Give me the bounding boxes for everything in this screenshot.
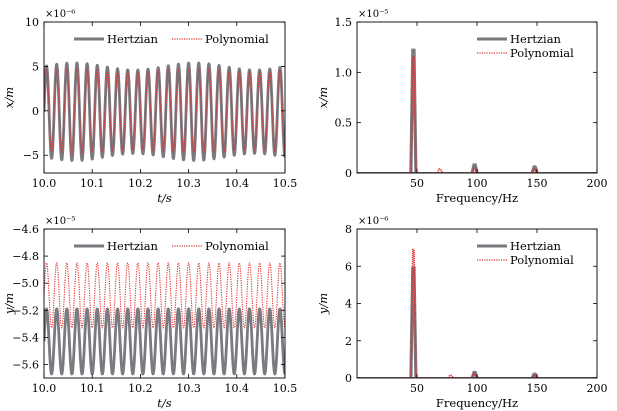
legend-label-1: Hertzian	[510, 32, 562, 46]
series-line-2	[44, 262, 285, 329]
plot-area	[357, 248, 597, 378]
y-axis-label: x/m	[316, 87, 330, 108]
axis-exponent: ×10⁻⁶	[45, 9, 75, 20]
y-tick-label: 5	[32, 60, 39, 73]
series-line-1	[44, 307, 285, 376]
series-peak-2-2	[447, 374, 454, 378]
chart-panel-4: 50 100 150 200 0 2 4 6 8 ×10⁻⁶ Frequency/Hz y/m Hert…	[316, 216, 608, 410]
axes-frame	[43, 228, 286, 379]
x-tick-label: 200	[587, 382, 608, 395]
series-peak-2-2	[436, 168, 444, 173]
x-tick-label: 10.3	[176, 177, 201, 190]
x-tick-label: 50	[410, 382, 424, 395]
y-tick-label: 0	[345, 372, 352, 385]
chart-panel-1: 10.0 10.1 10.2 10.3 10.4 10.5 −5 0 5 10 ×10⁻⁶ t/s x/…	[2, 9, 297, 205]
y-tick-label: 2	[345, 335, 352, 348]
legend-label-1: Hertzian	[107, 32, 159, 46]
axes-frame	[356, 228, 598, 379]
legend-label-2: Polynomial	[510, 253, 574, 267]
series-peak-2-4	[531, 374, 538, 378]
series-peak-1-1	[409, 48, 418, 173]
x-axis-label: Frequency/Hz	[436, 396, 518, 410]
y-tick-label: 0	[345, 167, 352, 180]
x-tick-label: 200	[587, 177, 608, 190]
y-tick-label: −5.6	[12, 358, 39, 371]
plot-area	[44, 61, 285, 162]
x-tick-label: 10.0	[32, 177, 57, 190]
x-tick-label: 100	[467, 177, 488, 190]
x-axis-label: t/s	[157, 191, 171, 205]
legend-label-1: Hertzian	[107, 239, 159, 253]
y-tick-label: 0	[32, 105, 39, 118]
plot-area	[357, 48, 597, 173]
y-tick-label: −4.8	[12, 250, 39, 263]
legend-label-2: Polynomial	[510, 46, 574, 60]
axis-exponent: ×10⁻⁵	[45, 216, 75, 227]
x-tick-label: 10.5	[273, 177, 298, 190]
axis-exponent: ×10⁻⁶	[358, 216, 388, 227]
x-tick-label: 150	[527, 177, 548, 190]
y-tick-label: 8	[345, 223, 352, 236]
y-tick-label: −4.6	[12, 223, 39, 236]
y-axis-label: y/m	[316, 293, 330, 315]
x-tick-label: 10.3	[176, 382, 201, 395]
series-peak-2-1	[410, 248, 417, 378]
series-line-2	[44, 67, 285, 154]
y-tick-label: −5.0	[12, 277, 39, 290]
chart-panel-3: 10.0 10.1 10.2 10.3 10.4 10.5 −5.6 −5.4 −5.2 −5.0…	[2, 216, 297, 410]
series-peak-2-3	[471, 373, 478, 378]
y-axis-label: x/m	[2, 87, 16, 108]
series-peak-2-4	[531, 168, 538, 173]
axes-frame	[356, 21, 598, 174]
x-tick-label: 10.2	[128, 382, 153, 395]
y-tick-label: −5.2	[12, 304, 39, 317]
axes-frame	[43, 21, 286, 174]
legend-label-1: Hertzian	[510, 239, 562, 253]
x-tick-label: 10.0	[32, 382, 57, 395]
x-tick-label: 10.1	[80, 177, 105, 190]
x-tick-label: 10.2	[128, 177, 153, 190]
plot-area	[44, 262, 285, 376]
y-tick-label: 10	[25, 16, 39, 29]
y-tick-label: 1.5	[335, 16, 353, 29]
x-tick-label: 100	[467, 382, 488, 395]
x-tick-label: 150	[527, 382, 548, 395]
y-tick-label: 6	[345, 260, 352, 273]
legend-label-2: Polynomial	[205, 239, 269, 253]
x-tick-label: 10.5	[273, 382, 298, 395]
series-peak-2-3	[471, 167, 478, 173]
x-tick-label: 10.4	[225, 177, 250, 190]
series-peak-2-1	[410, 56, 417, 173]
x-axis-label: Frequency/Hz	[436, 191, 518, 205]
x-tick-label: 10.1	[80, 382, 105, 395]
x-tick-label: 50	[410, 177, 424, 190]
y-axis-label: y/m	[2, 293, 16, 315]
y-tick-label: 4	[345, 298, 352, 311]
x-axis-label: t/s	[157, 396, 171, 410]
legend-label-2: Polynomial	[205, 32, 269, 46]
y-tick-label: −5.4	[12, 331, 39, 344]
y-tick-label: 0.5	[335, 117, 353, 130]
x-tick-label: 10.4	[225, 382, 250, 395]
y-tick-label: −5	[23, 149, 39, 162]
chart-panel-2: 50 100 150 200 0 0.5 1.0 1.5 ×10⁻⁵ Frequency/Hz x/…	[316, 9, 608, 205]
y-tick-label: 1.0	[335, 66, 353, 79]
axis-exponent: ×10⁻⁵	[358, 9, 388, 20]
